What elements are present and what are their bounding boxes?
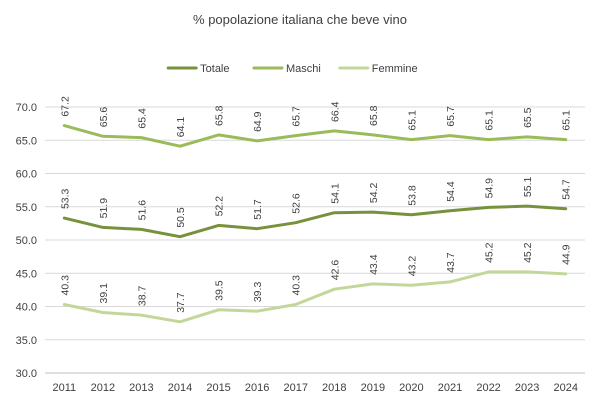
data-label-femmine: 37.7 xyxy=(175,292,187,313)
data-label-maschi: 65.8 xyxy=(214,105,226,126)
y-tick-label: 30.0 xyxy=(16,368,37,380)
data-label-maschi: 65.8 xyxy=(368,105,380,126)
data-label-maschi: 65.7 xyxy=(445,106,457,127)
gridlines xyxy=(45,106,585,374)
x-tick-label: 2013 xyxy=(129,382,153,394)
data-label-maschi: 67.2 xyxy=(59,96,71,117)
x-tick-label: 2015 xyxy=(206,382,230,394)
data-labels: 53.3 51.9 51.6 50.5 52.2 51.7 52.6 54.1 54.2 53.8… xyxy=(59,96,572,313)
data-label-totale: 52.6 xyxy=(291,193,303,214)
y-tick-label: 35.0 xyxy=(16,335,37,347)
data-label-femmine: 39.1 xyxy=(98,283,110,304)
y-tick-label: 70.0 xyxy=(16,102,37,114)
chart-title: % popolazione italiana che beve vino xyxy=(193,12,407,27)
data-label-maschi: 65.1 xyxy=(561,110,573,131)
data-label-totale: 52.2 xyxy=(214,196,226,217)
y-tick-label: 50.0 xyxy=(16,235,37,247)
data-label-maschi: 65.7 xyxy=(291,106,303,127)
data-label-maschi: 64.9 xyxy=(252,111,264,132)
data-label-maschi: 65.6 xyxy=(98,107,110,128)
data-label-femmine: 39.3 xyxy=(252,282,264,303)
y-axis-ticks: 30.0 35.0 40.0 45.0 50.0 55.0 60.0 65.0 70.0 xyxy=(16,102,37,380)
data-label-totale: 54.1 xyxy=(329,183,341,204)
legend-label-maschi: Maschi xyxy=(286,63,321,75)
x-tick-label: 2012 xyxy=(91,382,115,394)
x-tick-label: 2020 xyxy=(399,382,423,394)
legend-label-totale: Totale xyxy=(200,63,229,75)
data-label-totale: 51.6 xyxy=(136,200,148,221)
data-label-femmine: 40.3 xyxy=(291,275,303,296)
series-line-maschi xyxy=(62,124,568,148)
series-line-totale xyxy=(62,204,568,239)
data-label-femmine: 42.6 xyxy=(329,260,341,281)
data-label-femmine: 43.4 xyxy=(368,254,380,275)
data-label-maschi: 64.1 xyxy=(175,117,187,138)
y-tick-label: 55.0 xyxy=(16,202,37,214)
x-axis-ticks: 2011 2012 2013 2014 2015 2016 2017 2018 2019 2020… xyxy=(52,382,577,394)
data-label-totale: 54.4 xyxy=(445,181,457,202)
x-tick-label: 2017 xyxy=(283,382,307,394)
data-label-totale: 55.1 xyxy=(522,176,534,197)
data-label-femmine: 43.2 xyxy=(406,256,418,277)
x-tick-label: 2014 xyxy=(168,382,192,394)
data-label-femmine: 45.2 xyxy=(522,242,534,263)
x-tick-label: 2022 xyxy=(476,382,500,394)
y-tick-label: 65.0 xyxy=(16,135,37,147)
x-tick-label: 2011 xyxy=(52,382,76,394)
y-tick-label: 45.0 xyxy=(16,268,37,280)
data-label-femmine: 44.9 xyxy=(561,244,573,265)
data-label-totale: 50.5 xyxy=(175,207,187,228)
legend-label-femmine: Femmine xyxy=(372,63,418,75)
x-tick-label: 2021 xyxy=(438,382,462,394)
x-tick-label: 2018 xyxy=(322,382,346,394)
data-label-femmine: 45.2 xyxy=(484,242,496,263)
data-label-femmine: 40.3 xyxy=(59,275,71,296)
data-label-totale: 54.9 xyxy=(484,178,496,199)
data-label-maschi: 66.4 xyxy=(329,101,341,122)
series-line-femmine xyxy=(62,270,568,324)
legend: Totale Maschi Femmine xyxy=(166,63,418,75)
data-label-totale: 53.3 xyxy=(59,188,71,209)
data-label-maschi: 65.1 xyxy=(484,110,496,131)
data-label-femmine: 39.5 xyxy=(214,280,226,301)
series-lines xyxy=(62,124,568,324)
data-label-femmine: 43.7 xyxy=(445,252,457,273)
x-tick-label: 2019 xyxy=(361,382,385,394)
x-tick-label: 2024 xyxy=(553,382,577,394)
y-tick-label: 60.0 xyxy=(16,169,37,181)
data-label-totale: 54.2 xyxy=(368,182,380,203)
data-label-totale: 53.8 xyxy=(406,185,418,206)
y-tick-label: 40.0 xyxy=(16,302,37,314)
data-label-totale: 51.7 xyxy=(252,199,264,220)
data-label-totale: 54.7 xyxy=(561,179,573,200)
x-tick-label: 2023 xyxy=(515,382,539,394)
data-label-totale: 51.9 xyxy=(98,198,110,219)
data-label-maschi: 65.1 xyxy=(406,110,418,131)
data-label-maschi: 65.4 xyxy=(136,108,148,129)
x-tick-label: 2016 xyxy=(245,382,269,394)
data-label-maschi: 65.5 xyxy=(522,107,534,128)
data-label-femmine: 38.7 xyxy=(136,286,148,307)
